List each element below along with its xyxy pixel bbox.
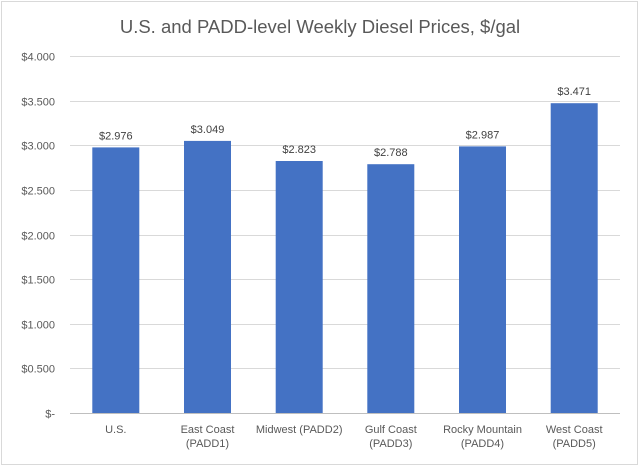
y-tick-label: $1.000 [21, 320, 55, 332]
y-tick-label: $2.000 [21, 231, 55, 243]
y-tick-label: $4.000 [21, 52, 55, 64]
x-tick-label: Rocky Mountain (PADD4) [443, 424, 522, 450]
data-label: $2.823 [282, 144, 316, 156]
x-tick-label: U.S. [105, 424, 126, 436]
bar [550, 103, 598, 413]
x-tick-label-line: West Coast [546, 424, 603, 436]
x-tick-label-line: East Coast [181, 424, 235, 436]
bars [92, 103, 598, 413]
bar [275, 161, 323, 413]
x-tick-label: Midwest (PADD2) [256, 424, 343, 436]
data-label: $2.987 [466, 129, 500, 141]
y-tick-label: $3.000 [21, 141, 55, 153]
bar [184, 140, 231, 413]
y-axis: $- $0.500 $1.000 $1.500 $2.000 $2.500 $3.000 $3… [21, 52, 55, 421]
data-label: $2.788 [374, 147, 408, 159]
data-labels: $2.976 $3.049 $2.823 $2.788 $2.987 $3.471 [99, 86, 591, 159]
x-tick-label-line: Gulf Coast [365, 424, 417, 436]
y-tick-label: $- [45, 409, 55, 421]
chart-title: U.S. and PADD-level Weekly Diesel Prices… [120, 16, 520, 37]
bar [92, 147, 140, 413]
x-tick-label-line: (PADD1) [186, 438, 229, 450]
x-axis: U.S. East Coast (PADD1) Midwest (PADD2) Gulf… [105, 424, 602, 450]
x-tick-label-line: (PADD3) [369, 438, 412, 450]
bar [367, 164, 415, 413]
x-tick-label: Gulf Coast (PADD3) [365, 424, 417, 450]
data-label: $3.049 [191, 124, 225, 136]
y-tick-label: $2.500 [21, 186, 55, 198]
y-tick-label: $0.500 [21, 364, 55, 376]
x-tick-label-line: (PADD5) [553, 438, 596, 450]
x-tick-label-line: U.S. [105, 424, 126, 436]
x-tick-label: East Coast (PADD1) [181, 424, 235, 450]
y-tick-label: $3.500 [21, 97, 55, 109]
x-tick-label-line: Midwest (PADD2) [256, 424, 343, 436]
data-label: $3.471 [557, 86, 591, 98]
y-tick-label: $1.500 [21, 275, 55, 287]
x-tick-label: West Coast (PADD5) [546, 424, 603, 450]
x-tick-label-line: (PADD4) [461, 438, 504, 450]
gridlines [70, 56, 620, 414]
bar [459, 146, 506, 413]
x-tick-label-line: Rocky Mountain [443, 424, 522, 436]
data-label: $2.976 [99, 130, 133, 142]
